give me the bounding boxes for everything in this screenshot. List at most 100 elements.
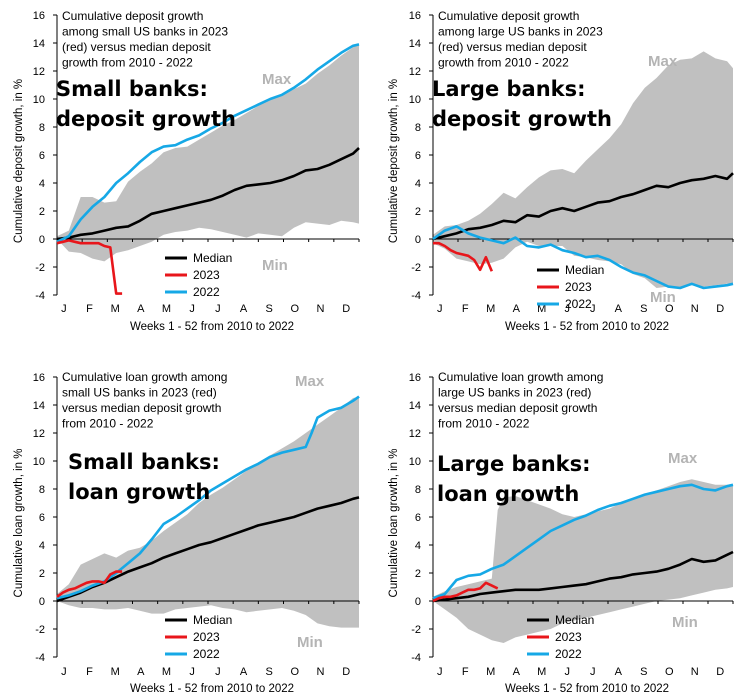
x-tick-label: A <box>137 303 145 315</box>
x-tick-label: O <box>665 666 674 678</box>
y-tick-label: 6 <box>415 150 421 162</box>
x-tick-label: O <box>291 666 300 678</box>
y-tick-label: 0 <box>415 596 421 608</box>
min-annotation: Min <box>650 289 676 306</box>
median-line <box>56 496 360 603</box>
x-tick-label: D <box>342 303 350 315</box>
chart-title-line: small US banks in 2023 (red) <box>62 386 217 400</box>
x-tick-label: M <box>486 666 495 678</box>
x-tick-label: A <box>615 666 623 678</box>
chart-title-line: versus median deposit growth <box>62 401 221 415</box>
legend-label: Median <box>565 263 604 277</box>
x-tick-label: N <box>691 303 699 315</box>
panel-label-line: Large banks: <box>432 77 586 101</box>
range-band-max-min <box>57 44 359 262</box>
y-tick-label: 2 <box>39 206 45 218</box>
y-tick-label: 8 <box>415 122 421 134</box>
y-tick-label: 8 <box>39 484 45 496</box>
y-tick-label: 16 <box>409 10 421 22</box>
range-band-max-min <box>57 396 359 628</box>
y-tick-label: -4 <box>35 290 45 302</box>
panel-label-line: loan growth <box>437 482 579 506</box>
x-axis-title: Weeks 1 - 52 from 2010 to 2022 <box>505 321 669 333</box>
x-tick-label: F <box>86 666 93 678</box>
x-tick-label: J <box>61 303 67 315</box>
panel-label-line: deposit growth <box>56 107 236 131</box>
y-tick-label: 14 <box>33 38 45 50</box>
x-tick-label: J <box>61 666 67 678</box>
x-tick-label: D <box>716 303 724 315</box>
x-tick-label: A <box>137 666 145 678</box>
y-tick-label: 0 <box>415 234 421 246</box>
legend-label: 2023 <box>193 630 220 644</box>
legend-label: Median <box>193 251 232 265</box>
median-line <box>432 172 734 241</box>
y-tick-label: 2 <box>39 568 45 580</box>
chart-panel-bottom-right: -4 -2 0 2 4 6 8 10 12 14 16 J F M A M J J A S O N D Weeks 1 - 5… <box>388 370 734 695</box>
x-tick-label: J <box>437 666 443 678</box>
chart-title-line: Cumulative loan growth among <box>62 370 227 384</box>
chart-title-line: among small US banks in 2023 <box>62 25 228 39</box>
chart-title-line: growth from 2010 - 2022 <box>62 56 193 70</box>
y-tick-label: 8 <box>415 484 421 496</box>
y-tick-label: 10 <box>33 94 45 106</box>
chart-title-line: (red) versus median deposit <box>62 40 211 54</box>
chart-title-line: growth from 2010 - 2022 <box>438 56 569 70</box>
x-tick-label: D <box>716 666 724 678</box>
y-tick-label: 12 <box>409 66 421 78</box>
y-axis-title: Cumulative deposit growth, in % <box>388 79 400 243</box>
y-tick-label: 0 <box>39 596 45 608</box>
x-tick-label: J <box>189 303 195 315</box>
chart-title-line: among large US banks in 2023 <box>438 25 603 39</box>
legend-label: 2023 <box>555 630 582 644</box>
chart-title-line: large US banks in 2023 (red) <box>438 386 591 400</box>
x-tick-label: A <box>240 303 248 315</box>
chart-title-line: from 2010 - 2022 <box>62 417 154 431</box>
y-tick-label: 4 <box>415 540 421 552</box>
y-tick-label: 6 <box>39 150 45 162</box>
x-tick-label: M <box>537 666 546 678</box>
y-tick-label: 10 <box>409 456 421 468</box>
x-axis-title: Weeks 1 - 52 from 2010 to 2022 <box>130 683 294 695</box>
min-annotation: Min <box>297 634 323 651</box>
chart-title-line: from 2010 - 2022 <box>438 417 530 431</box>
x-tick-label: M <box>162 666 171 678</box>
y-tick-label: 14 <box>33 400 45 412</box>
chart-panel-bottom-left: -4 -2 0 2 4 6 8 10 12 14 16 J F M A M J J A S O N D Weeks 1 - 5… <box>13 370 360 695</box>
y-tick-label: 16 <box>33 372 45 384</box>
y-tick-label: 10 <box>33 456 45 468</box>
x-tick-label: J <box>215 303 221 315</box>
y-axis-title: Cumulative deposit growth, in % <box>13 79 25 243</box>
x-tick-label: S <box>265 303 272 315</box>
x-tick-label: M <box>111 666 120 678</box>
max-annotation: Max <box>262 71 292 88</box>
x-tick-label: J <box>590 666 596 678</box>
x-tick-label: M <box>111 303 120 315</box>
x-tick-label: N <box>691 666 699 678</box>
chart-title-line: Cumulative deposit growth <box>62 9 203 23</box>
y-axis-title: Cumulative loan growth, in % <box>388 449 400 598</box>
x-tick-label: O <box>291 303 300 315</box>
series-2023-line <box>433 241 493 272</box>
x-tick-label: S <box>265 666 272 678</box>
panel-label-line: loan growth <box>68 480 210 504</box>
legend-label: 2022 <box>193 285 220 299</box>
x-tick-label: F <box>86 303 93 315</box>
legend-label: 2023 <box>565 280 592 294</box>
x-tick-label: N <box>317 303 325 315</box>
y-tick-label: 0 <box>39 234 45 246</box>
panel-label-line: deposit growth <box>432 107 612 131</box>
y-tick-label: 6 <box>39 512 45 524</box>
x-tick-label: M <box>486 303 495 315</box>
y-tick-label: 12 <box>33 66 45 78</box>
series-2023-line <box>56 570 123 598</box>
y-tick-label: 12 <box>409 428 421 440</box>
x-axis-title: Weeks 1 - 52 from 2010 to 2022 <box>505 683 669 695</box>
y-tick-label: 8 <box>39 122 45 134</box>
x-tick-label: D <box>342 666 350 678</box>
legend-label: 2022 <box>193 647 220 661</box>
x-tick-label: M <box>162 303 171 315</box>
max-annotation: Max <box>648 53 678 70</box>
